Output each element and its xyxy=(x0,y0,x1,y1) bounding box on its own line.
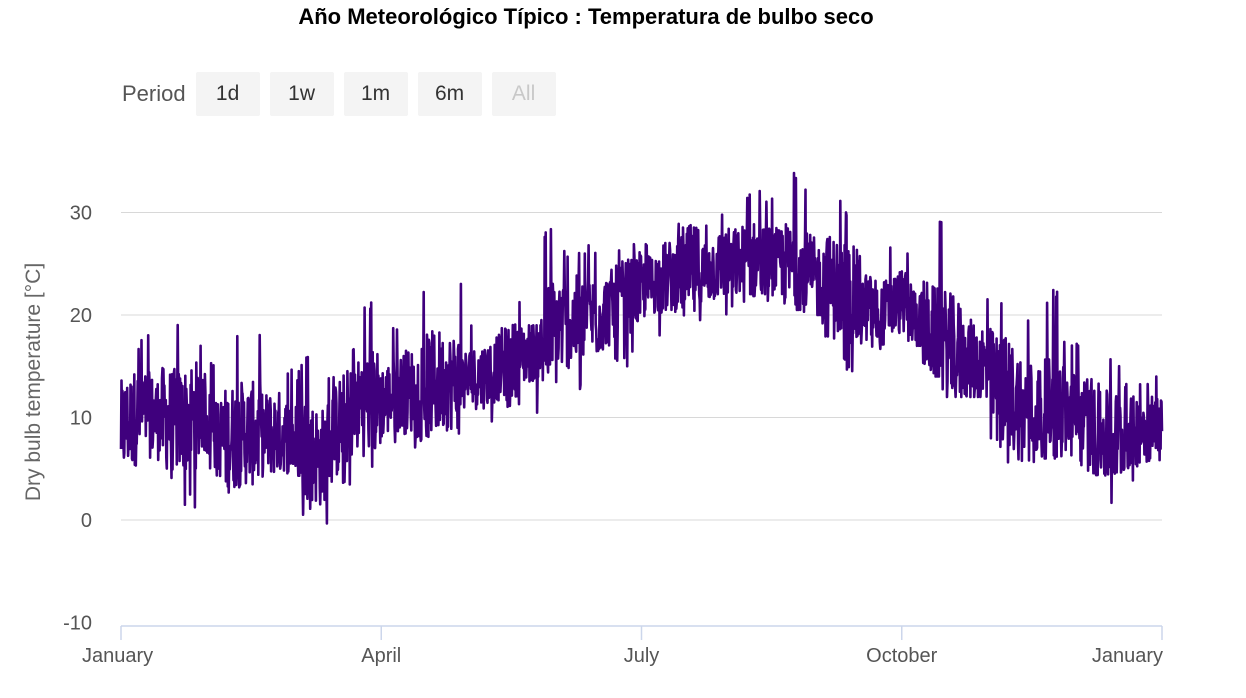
chart-title: Año Meteorológico Típico : Temperatura d… xyxy=(298,4,874,29)
x-tick-label: January xyxy=(82,645,153,667)
period-label: Period xyxy=(122,81,186,106)
series-layer xyxy=(119,171,1164,525)
y-tick-label: -10 xyxy=(63,613,92,635)
x-tick-label: April xyxy=(361,645,401,667)
range-all-button: All xyxy=(491,72,556,116)
y-tick-label: 30 xyxy=(70,203,92,225)
x-axis: January April July October January xyxy=(82,625,1163,667)
y-axis-label: Dry bulb temperature [°C] xyxy=(22,263,45,501)
range-6m-button[interactable]: 6m xyxy=(417,72,482,116)
y-axis: -10 0 10 20 30 xyxy=(63,203,92,635)
range-1d-button[interactable]: 1d xyxy=(195,72,260,116)
x-tick-label: January xyxy=(1092,645,1163,667)
y-tick-label: 0 xyxy=(81,510,92,532)
x-tick-label: July xyxy=(624,645,660,667)
temperature-series-line xyxy=(119,171,1164,525)
y-tick-label: 10 xyxy=(70,408,92,430)
x-tick-label: October xyxy=(866,645,937,667)
range-1m-button[interactable]: 1m xyxy=(343,72,408,116)
y-tick-label: 20 xyxy=(70,305,92,327)
range-selector: Period 1d 1w 1m 6m All xyxy=(122,72,566,116)
range-1w-button[interactable]: 1w xyxy=(269,72,334,116)
